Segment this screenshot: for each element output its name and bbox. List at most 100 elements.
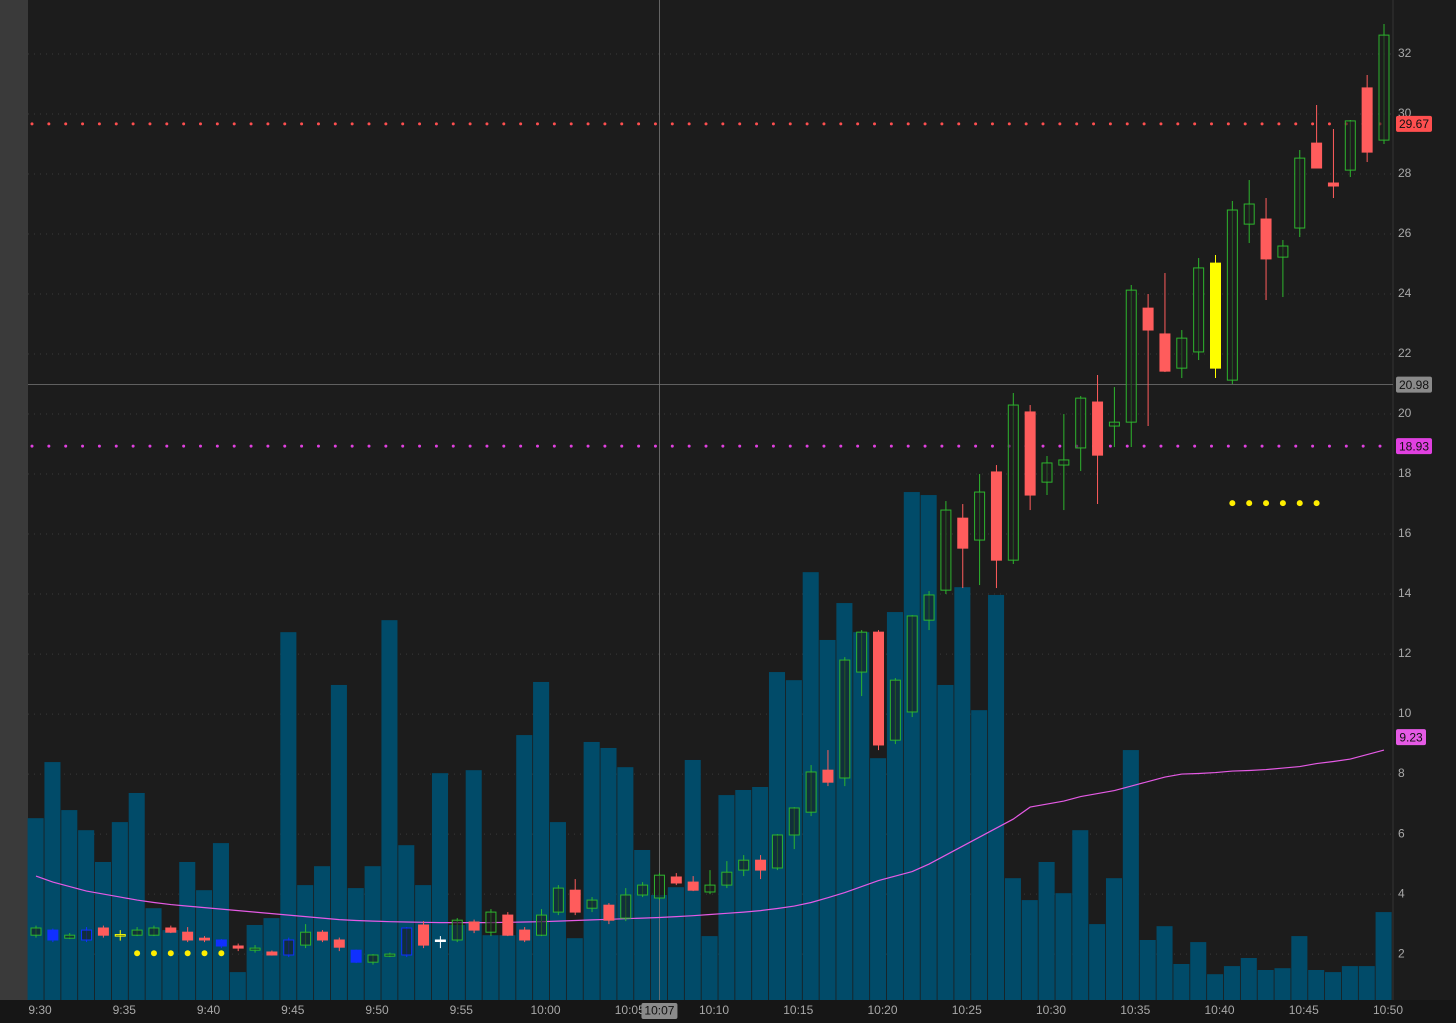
candle-body	[569, 889, 581, 913]
candle-body	[1176, 337, 1188, 369]
volume-bar	[920, 495, 937, 1000]
candle-body	[232, 945, 244, 949]
y-tick-label: 22	[1398, 346, 1412, 360]
candle-body	[1344, 120, 1356, 171]
candle-body	[755, 859, 767, 871]
volume-bar	[853, 632, 870, 1000]
candle-body	[957, 517, 969, 549]
candle-body	[485, 911, 497, 933]
volume-bar	[1105, 878, 1123, 1000]
candle-body	[333, 939, 345, 948]
candle-body	[1361, 87, 1373, 153]
volume-bar	[1308, 969, 1325, 1000]
candle-body	[316, 931, 328, 941]
volume-bar	[954, 587, 971, 1000]
volume-bar	[617, 767, 634, 1000]
volume-bar	[448, 924, 465, 1000]
crosshair-x-label: 10:07	[644, 1004, 674, 1018]
candle-body	[653, 874, 665, 899]
volume-bar	[27, 818, 44, 1000]
x-tick-label: 10:50	[1373, 1003, 1403, 1017]
crosshair-x-box	[641, 1003, 678, 1019]
x-tick-label: 9:30	[28, 1003, 52, 1017]
candle-body	[165, 927, 177, 933]
candle-body	[266, 951, 278, 956]
volume-bar	[229, 972, 246, 1000]
y-tick-label: 20	[1398, 406, 1412, 420]
x-tick-label: 10:25	[952, 1003, 982, 1017]
volume-bar	[1072, 830, 1089, 1000]
indicator-dot	[218, 950, 225, 957]
volume-bar	[1291, 936, 1308, 1000]
indicator-dot	[150, 950, 157, 957]
x-tick-label: 10:40	[1204, 1003, 1234, 1017]
volume-bar	[280, 632, 297, 1000]
candle-body	[603, 904, 615, 921]
y-tick-label: 24	[1398, 286, 1412, 300]
candle-body	[670, 876, 682, 884]
volume-bar	[482, 935, 499, 1000]
volume-bar	[111, 822, 128, 1000]
level-label-box	[1396, 438, 1432, 455]
candle-body	[114, 934, 126, 937]
volume-bar	[566, 938, 583, 1000]
candle-body	[771, 834, 783, 869]
volume-bar	[1257, 969, 1274, 1000]
candle-body	[788, 807, 800, 836]
candle-body	[1277, 245, 1289, 258]
volume-bar	[1375, 912, 1392, 1000]
candle-body	[738, 859, 750, 871]
crosshair-y-box	[1396, 376, 1432, 393]
volume-bar	[533, 681, 550, 1000]
volume-bar	[735, 789, 752, 1000]
volume-bar	[718, 795, 735, 1000]
candle-body	[1378, 34, 1390, 141]
volume-bar	[246, 924, 263, 1000]
indicator-dot	[1313, 500, 1320, 507]
volume-bar	[1341, 966, 1358, 1000]
volume-bar	[263, 918, 280, 1000]
y-tick-label: 8	[1398, 766, 1405, 780]
volume-bar	[1325, 972, 1342, 1000]
y-tick-label: 2	[1398, 946, 1405, 960]
ma-label: 9.23	[1399, 730, 1423, 744]
indicator-dot	[1279, 500, 1286, 507]
candle-body	[1193, 267, 1205, 353]
volume-bar	[78, 830, 95, 1000]
candle-body	[350, 949, 362, 963]
candle-body	[300, 931, 312, 946]
volume-bar	[162, 930, 179, 1000]
candle-body	[940, 509, 952, 591]
volume-bar	[1223, 966, 1240, 1000]
candle-body	[873, 631, 884, 746]
volume-bar	[1207, 974, 1224, 1000]
candle-body	[215, 939, 227, 947]
candle-body	[1311, 142, 1323, 169]
candle-body	[1243, 203, 1255, 225]
volume-bar	[44, 762, 61, 1000]
x-tick-label: 10:45	[1289, 1003, 1319, 1017]
candle-body	[519, 929, 531, 941]
candle-body	[721, 871, 733, 886]
volume-bar	[1004, 878, 1021, 1000]
candle-body	[856, 631, 868, 673]
candle-body	[47, 929, 59, 941]
level-label: 29.67	[1399, 117, 1429, 131]
volume-bar	[1122, 750, 1139, 1000]
candle-body	[1007, 404, 1019, 561]
volume-bar	[634, 849, 651, 1000]
level-label: 18.93	[1399, 439, 1429, 453]
volume-bar	[1021, 900, 1038, 1000]
y-tick-label: 18	[1398, 466, 1412, 480]
volume-bar	[903, 492, 920, 1000]
candle-body	[1159, 333, 1171, 372]
volume-bar	[381, 620, 398, 1000]
candle-body	[502, 914, 514, 936]
candle-body	[30, 927, 42, 936]
volume-bar	[212, 843, 229, 1000]
volume-bar	[886, 612, 903, 1000]
ma-label-box	[1396, 729, 1426, 746]
volume-bar	[1240, 957, 1257, 1000]
volume-bar	[667, 887, 684, 1000]
